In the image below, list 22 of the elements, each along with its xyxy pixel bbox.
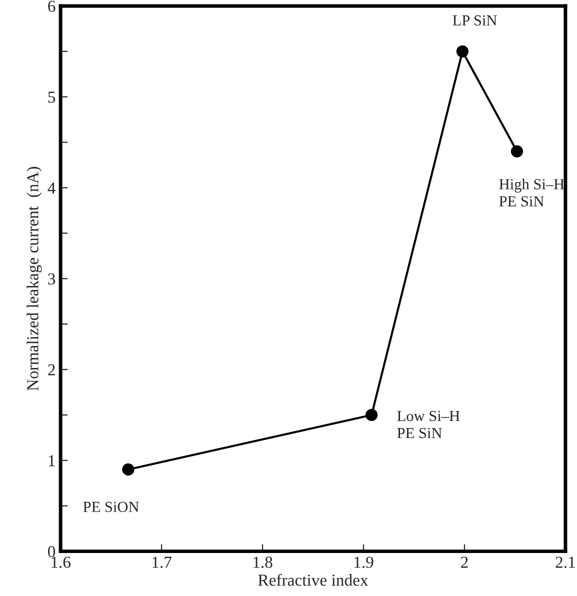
x-axis-title: Refractive index bbox=[258, 574, 368, 586]
y-tick-label: 4 bbox=[48, 182, 56, 194]
annotation: LP SiN bbox=[452, 15, 497, 26]
x-tick-label: 1.6 bbox=[52, 556, 71, 568]
x-tick-label: 1.9 bbox=[354, 556, 374, 568]
point bbox=[510, 145, 524, 158]
y-tick-label: 0 bbox=[48, 546, 56, 558]
y-tick-label: 3 bbox=[48, 273, 56, 285]
y-tick-label: 2 bbox=[48, 364, 55, 376]
y-tick-label: 5 bbox=[48, 92, 56, 103]
point bbox=[122, 463, 134, 476]
point bbox=[366, 408, 378, 422]
x-tick-label: 2.1 bbox=[556, 556, 575, 568]
x-tick-label: 2 bbox=[461, 556, 468, 568]
x-tick-label: 1.8 bbox=[254, 556, 272, 568]
y-tick-label: 1 bbox=[48, 455, 55, 466]
annotation: PE SiON bbox=[83, 502, 139, 512]
annotation: Low Si–H PE SiN bbox=[397, 410, 460, 438]
y-tick-label: 6 bbox=[48, 0, 56, 12]
x-tick-label: 1.7 bbox=[152, 556, 172, 568]
y-axis-title: Normalized leakage current (nA) bbox=[26, 166, 42, 391]
point bbox=[456, 45, 469, 58]
